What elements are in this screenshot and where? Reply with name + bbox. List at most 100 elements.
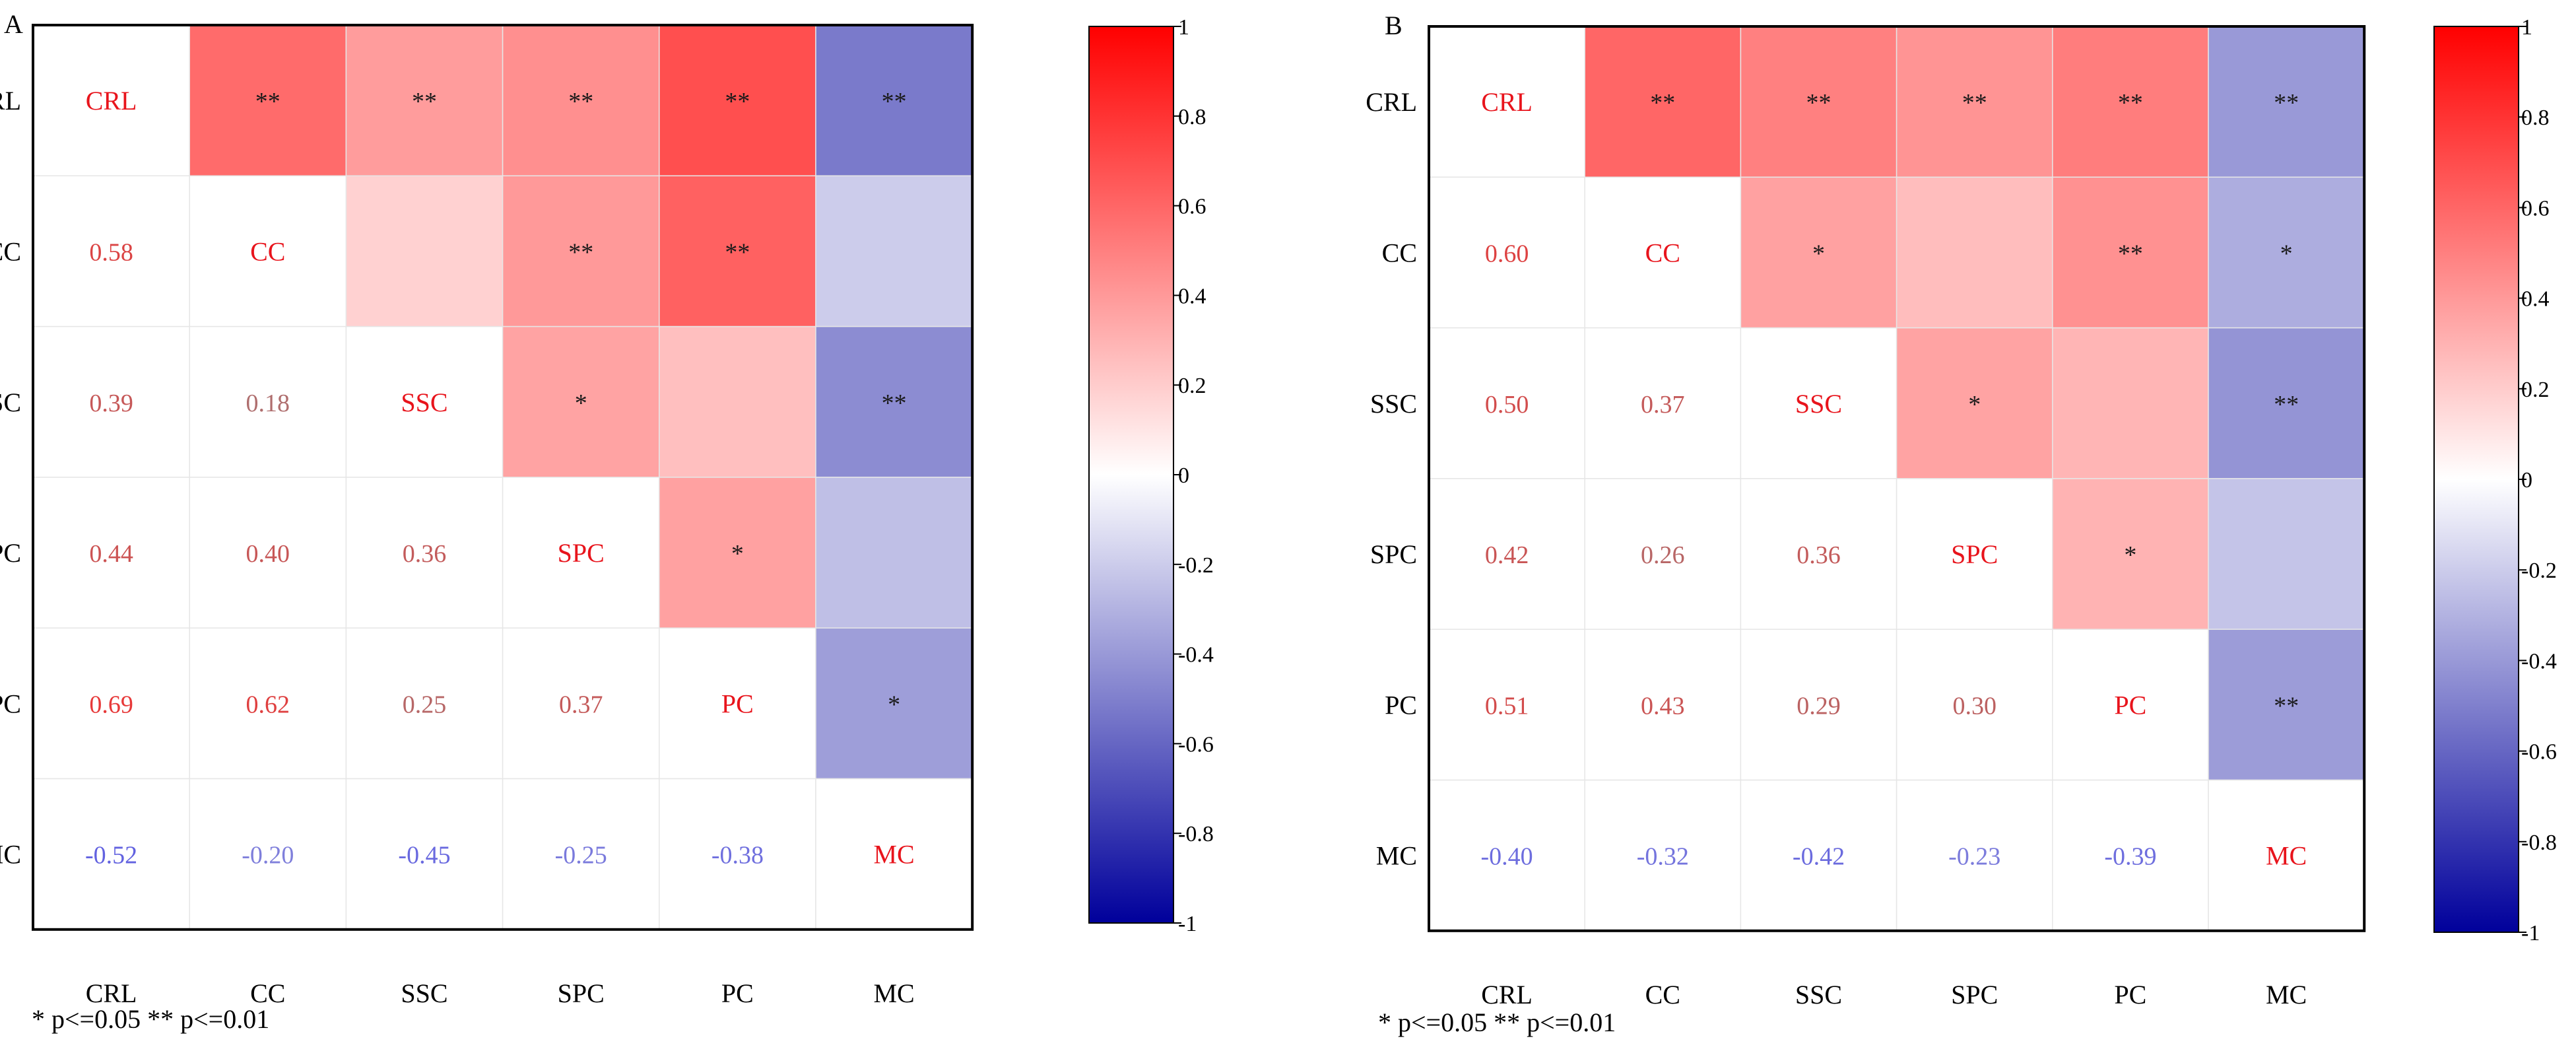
correlation-value-label: 0.37 bbox=[559, 691, 603, 718]
significance-note-a: * p<=0.05 ** p<=0.01 bbox=[32, 1004, 269, 1034]
heatmap-cell bbox=[815, 175, 973, 327]
significance-mark: * bbox=[2280, 240, 2293, 267]
diagonal-variable-label: PC bbox=[2114, 690, 2146, 720]
heatmap-cell bbox=[2052, 629, 2209, 781]
correlation-value-label: 0.36 bbox=[403, 540, 447, 568]
heatmap-cell bbox=[189, 477, 347, 629]
correlation-value-label: -0.40 bbox=[1481, 843, 1533, 871]
colorbar-tick-label: 0 bbox=[2521, 468, 2532, 493]
heatmap-cell bbox=[659, 477, 816, 629]
colorbar-tick-label: 1 bbox=[2521, 15, 2532, 40]
colorbar-tick-label: -0.6 bbox=[2521, 740, 2557, 765]
significance-mark: * bbox=[575, 390, 587, 417]
correlation-value-label: 0.26 bbox=[1641, 541, 1685, 569]
correlation-value-label: 0.36 bbox=[1797, 541, 1841, 569]
x-axis-tick-label: SSC bbox=[1795, 980, 1842, 1009]
heatmap-cell bbox=[2052, 779, 2209, 932]
heatmap-cell bbox=[659, 175, 816, 327]
correlation-value-label: -0.38 bbox=[711, 842, 764, 870]
heatmap-cell bbox=[1584, 176, 1742, 329]
x-axis-tick-label: CC bbox=[1645, 980, 1680, 1009]
x-axis-tick-label: CRL bbox=[86, 978, 137, 1008]
significance-mark: ** bbox=[255, 88, 281, 116]
y-axis-tick-label: SSC bbox=[0, 388, 21, 417]
heatmap-cell bbox=[1584, 629, 1742, 781]
correlation-value-label: -0.52 bbox=[85, 842, 137, 870]
heatmap-cell bbox=[189, 627, 347, 780]
heatmap-cell bbox=[1896, 26, 2053, 178]
correlation-value-label: 0.39 bbox=[89, 390, 133, 417]
heatmap-frame bbox=[32, 24, 974, 931]
heatmap-cell bbox=[32, 24, 190, 177]
heatmap-cell bbox=[815, 477, 973, 629]
heatmap-cell bbox=[32, 778, 190, 930]
y-axis-tick-label: MC bbox=[0, 840, 21, 870]
correlation-value-label: -0.45 bbox=[398, 842, 450, 870]
colorbar-tick-label: 0.6 bbox=[2521, 196, 2550, 221]
diagonal-variable-label: CRL bbox=[86, 86, 137, 116]
heatmap-cell bbox=[1584, 26, 1742, 178]
correlation-value-label: 0.25 bbox=[403, 691, 447, 718]
heatmap-cell bbox=[659, 778, 816, 930]
heatmap-cell bbox=[502, 24, 660, 177]
x-axis-tick-label: PC bbox=[2114, 980, 2146, 1009]
correlation-value-label: 0.44 bbox=[89, 540, 133, 568]
significance-mark: ** bbox=[568, 88, 593, 116]
significance-mark: ** bbox=[2274, 89, 2299, 117]
significance-mark: ** bbox=[568, 238, 593, 266]
significance-mark: * bbox=[731, 540, 744, 568]
significance-mark: ** bbox=[2118, 89, 2143, 117]
heatmap-cell bbox=[1740, 779, 1898, 932]
heatmap-cell bbox=[1428, 779, 1585, 932]
heatmap-cell bbox=[345, 477, 504, 629]
heatmap-cell bbox=[502, 477, 660, 629]
heatmap-cell bbox=[1584, 478, 1742, 630]
significance-mark: ** bbox=[1650, 89, 1675, 117]
significance-mark: * bbox=[1968, 391, 1981, 419]
heatmap-cell bbox=[1428, 327, 1585, 479]
heatmap-cell bbox=[189, 175, 347, 327]
colorbar-tick-label: -0.2 bbox=[2521, 559, 2557, 583]
y-axis-tick-label: CC bbox=[1382, 238, 1417, 267]
diagonal-variable-label: MC bbox=[2266, 841, 2307, 871]
heatmap-cell bbox=[1740, 478, 1898, 630]
heatmap-cell bbox=[32, 175, 190, 327]
heatmap-cell bbox=[502, 325, 660, 478]
heatmap-cell bbox=[815, 24, 973, 177]
diagonal-variable-label: SSC bbox=[401, 388, 447, 417]
heatmap-frame bbox=[1428, 25, 2366, 932]
colorbar-tick-label: 0.8 bbox=[2521, 106, 2550, 130]
y-axis-tick-label: CRL bbox=[0, 86, 21, 116]
significance-mark: ** bbox=[882, 390, 907, 417]
x-axis-tick-label: MC bbox=[873, 978, 914, 1008]
heatmap-cell bbox=[1896, 478, 2053, 630]
diagonal-variable-label: PC bbox=[721, 689, 754, 718]
heatmap-cell bbox=[1896, 176, 2053, 329]
correlation-value-label: -0.42 bbox=[1793, 843, 1845, 871]
y-axis-tick-label: CC bbox=[0, 236, 21, 266]
significance-mark: ** bbox=[1806, 89, 1832, 117]
heatmap-cell bbox=[1896, 779, 2053, 932]
correlation-value-label: -0.23 bbox=[1948, 843, 2000, 871]
colorbar-tick-label: -1 bbox=[2521, 921, 2540, 945]
significance-mark: ** bbox=[2118, 240, 2143, 267]
heatmap-cell bbox=[1896, 327, 2053, 479]
diagonal-variable-label: CC bbox=[1645, 238, 1680, 267]
colorbar-tick-label: 0.4 bbox=[2521, 287, 2550, 312]
significance-mark: * bbox=[888, 691, 900, 718]
correlation-value-label: 0.60 bbox=[1485, 240, 1529, 267]
correlation-value-label: 0.18 bbox=[246, 390, 290, 417]
correlation-value-label: 0.29 bbox=[1797, 692, 1841, 720]
heatmap-cell bbox=[815, 627, 973, 780]
colorbar-tick-label: -0.8 bbox=[2521, 831, 2557, 855]
significance-mark: * bbox=[1812, 240, 1825, 267]
colorbar-tick-label: 0.2 bbox=[1178, 374, 1206, 398]
y-axis-tick-label: CRL bbox=[1366, 87, 1417, 117]
y-axis-tick-label: PC bbox=[0, 689, 21, 718]
y-axis-tick-label: SPC bbox=[1370, 539, 1417, 569]
diagonal-variable-label: CC bbox=[250, 236, 285, 266]
correlation-value-label: 0.62 bbox=[246, 691, 290, 718]
correlation-value-label: 0.51 bbox=[1485, 692, 1529, 720]
